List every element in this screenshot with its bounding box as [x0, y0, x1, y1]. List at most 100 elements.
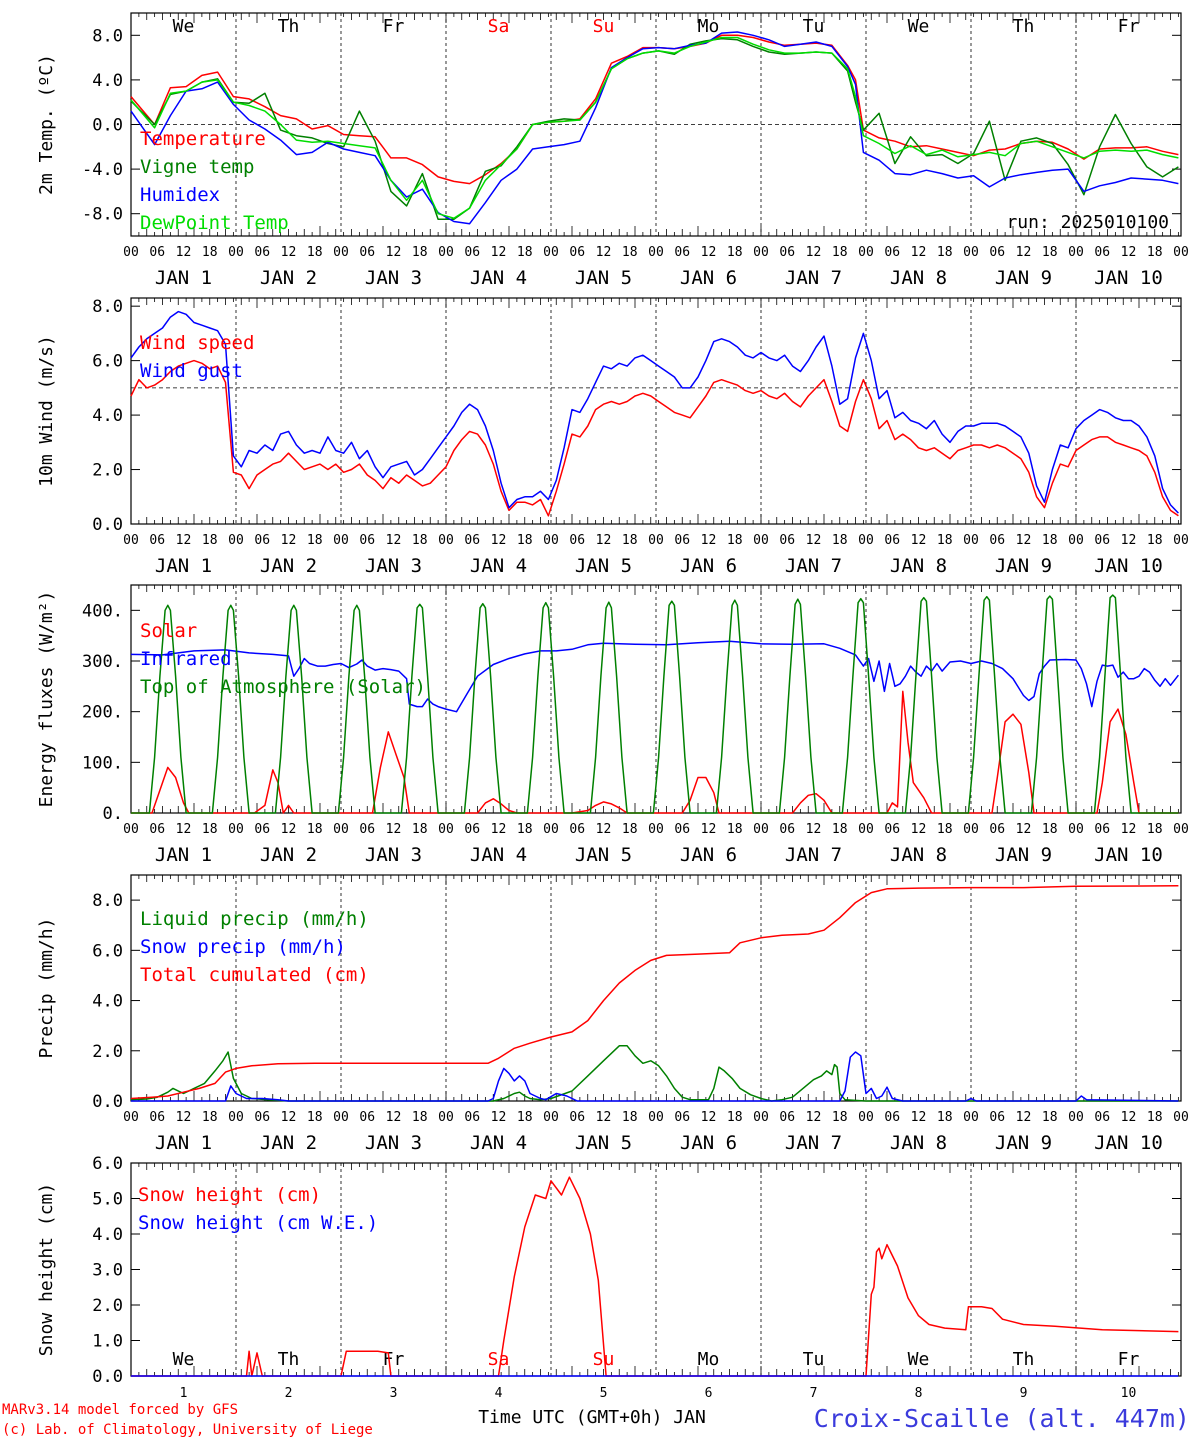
hour-label: 06 [674, 1110, 690, 1125]
y-tick-label: 8.0 [92, 891, 123, 911]
day-label: JAN 2 [260, 1132, 317, 1154]
series-line [130, 37, 1179, 221]
y-tick-label: 2.0 [92, 1042, 123, 1062]
hour-label: 00 [858, 533, 874, 548]
hour-label: 12 [281, 1110, 297, 1125]
day-label: JAN 4 [470, 844, 527, 866]
hour-label: 06 [569, 245, 585, 260]
day-label: JAN 3 [365, 844, 422, 866]
y-axis-label: Energy fluxes (W/m²) [36, 591, 57, 808]
hour-label: 12 [911, 822, 927, 837]
hour-label: 00 [963, 245, 979, 260]
hour-label: 00 [228, 533, 244, 548]
hour-label: 06 [989, 822, 1005, 837]
hour-label: 18 [937, 822, 953, 837]
hour-label: 12 [1121, 245, 1137, 260]
y-tick-label: 5.0 [92, 1190, 123, 1210]
legend-entry: Top of Atmosphere (Solar) [140, 676, 426, 698]
series-line [130, 885, 1179, 1100]
day-number-label: 1 [180, 1386, 188, 1401]
weekday-label: Th [278, 1349, 300, 1370]
hour-label: 06 [464, 245, 480, 260]
series-line [130, 34, 1179, 185]
weekday-label: We [173, 16, 195, 37]
legend-entry: Vigne temp [140, 156, 254, 178]
hour-label: 12 [281, 533, 297, 548]
y-tick-label: 2.0 [92, 1296, 123, 1316]
day-label: JAN 10 [1094, 555, 1163, 577]
hour-label: 12 [701, 245, 717, 260]
hour-label: 06 [359, 245, 375, 260]
hour-label: 12 [806, 1110, 822, 1125]
hour-label: 18 [1042, 1110, 1058, 1125]
hour-label: 06 [464, 533, 480, 548]
hour-label: 00 [1173, 822, 1189, 837]
hour-label: 06 [989, 1110, 1005, 1125]
hour-label: 12 [596, 245, 612, 260]
panel-5: 0.0 1.0 2.0 3.0 4.0 5.0 6.0 Snow height (cm) We T… [36, 1154, 1182, 1401]
hour-label: 00 [333, 822, 349, 837]
hour-label: 00 [1068, 245, 1084, 260]
panel-1: -8.0 -4.0 0.0 4.0 8.0 2m Temp. (ºC) We Th Fr Sa Su… [36, 12, 1189, 289]
hour-label: 00 [543, 1110, 559, 1125]
weekday-label: Su [593, 1349, 615, 1370]
hour-label: 00 [753, 533, 769, 548]
hour-label: 00 [438, 822, 454, 837]
legend-entry: Snow precip (mm/h) [140, 936, 346, 958]
hour-label: 00 [753, 1110, 769, 1125]
weekday-label: We [908, 1349, 930, 1370]
hour-label: 00 [858, 1110, 874, 1125]
weekday-label: Th [1013, 1349, 1035, 1370]
day-label: JAN 7 [785, 844, 842, 866]
hour-label: 06 [779, 1110, 795, 1125]
hour-label: 12 [491, 245, 507, 260]
y-tick-label: -8.0 [82, 205, 123, 225]
hour-label: 18 [202, 1110, 218, 1125]
hour-label: 06 [254, 245, 270, 260]
hour-label: 00 [1173, 245, 1189, 260]
hour-label: 06 [884, 533, 900, 548]
hour-label: 12 [1016, 822, 1032, 837]
hour-label: 00 [228, 1110, 244, 1125]
lab-credit: (c) Lab. of Climatology, University of L… [2, 1422, 373, 1438]
series-line [131, 1176, 1179, 1377]
hour-label: 18 [517, 822, 533, 837]
y-tick-label: 0.0 [92, 1367, 123, 1387]
day-label: JAN 2 [260, 844, 317, 866]
legend-entry: Wind gust [140, 360, 243, 382]
day-label: JAN 5 [575, 267, 632, 289]
hour-label: 00 [1173, 1110, 1189, 1125]
hour-label: 18 [412, 822, 428, 837]
model-credit: MARv3.14 model forced by GFS [2, 1402, 238, 1418]
day-number-label: 3 [390, 1386, 398, 1401]
day-label: JAN 8 [890, 1132, 947, 1154]
day-label: JAN 9 [995, 844, 1052, 866]
hour-label: 18 [1147, 245, 1163, 260]
legend-entry: Infrared [140, 648, 232, 670]
y-tick-label: 2.0 [92, 461, 123, 481]
day-label: JAN 10 [1094, 267, 1163, 289]
hour-label: 18 [937, 533, 953, 548]
hour-label: 12 [281, 822, 297, 837]
hour-label: 18 [727, 822, 743, 837]
hour-label: 00 [123, 1110, 139, 1125]
day-label: JAN 4 [470, 267, 527, 289]
day-number-label: 8 [915, 1386, 923, 1401]
legend-entry: Humidex [140, 184, 220, 206]
hour-label: 12 [176, 533, 192, 548]
series-line [130, 31, 1179, 225]
day-label: JAN 3 [365, 1132, 422, 1154]
hour-label: 00 [963, 533, 979, 548]
day-label: JAN 5 [575, 555, 632, 577]
day-label: JAN 1 [155, 844, 212, 866]
day-label: JAN 8 [890, 267, 947, 289]
hour-label: 12 [176, 245, 192, 260]
day-label: JAN 9 [995, 267, 1052, 289]
hour-label: 00 [858, 245, 874, 260]
y-tick-label: 6.0 [92, 1154, 123, 1174]
panel-2: 0.0 2.0 4.0 6.0 8.0 10m Wind (m/s) Wind speed W… [36, 297, 1189, 577]
hour-label: 18 [517, 533, 533, 548]
y-tick-label: 8.0 [92, 26, 123, 46]
hour-label: 18 [727, 533, 743, 548]
hour-label: 00 [648, 822, 664, 837]
